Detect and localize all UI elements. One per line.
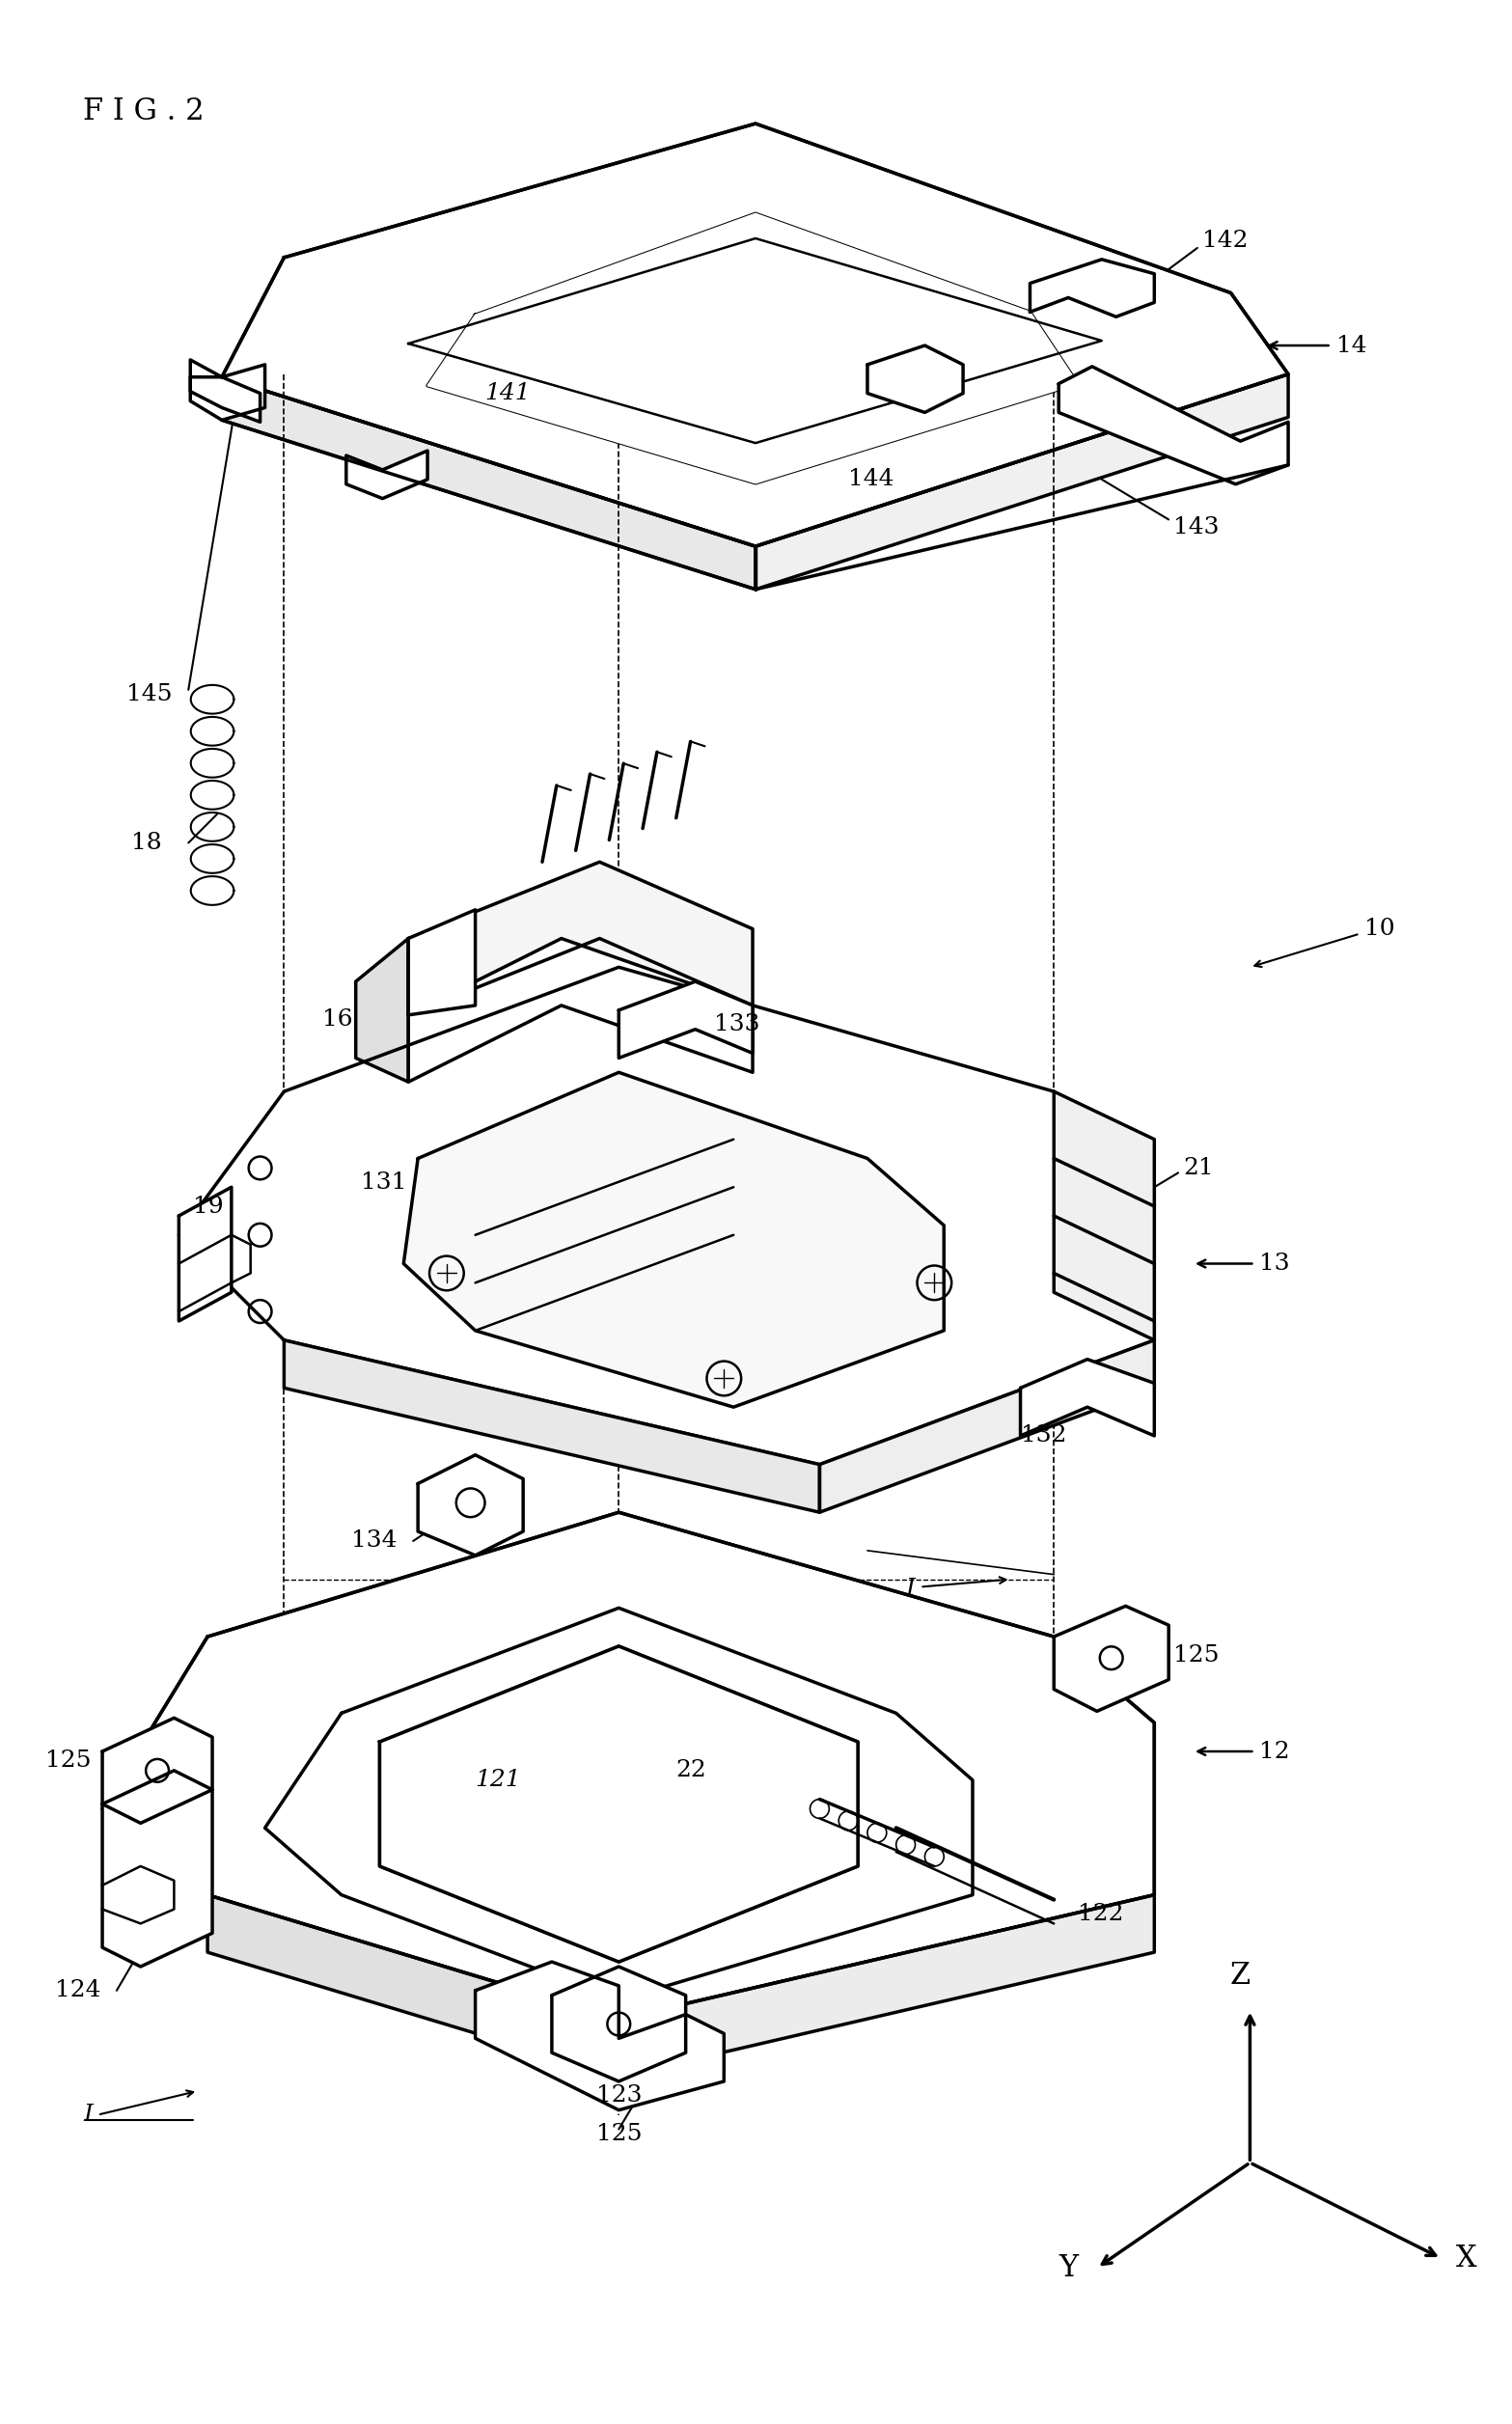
Polygon shape <box>1030 259 1154 318</box>
Polygon shape <box>820 1340 1154 1513</box>
Polygon shape <box>1058 366 1288 485</box>
Text: 125: 125 <box>596 2123 641 2145</box>
Text: 121: 121 <box>475 1770 522 1791</box>
Text: 133: 133 <box>714 1013 761 1035</box>
Text: 144: 144 <box>848 468 894 490</box>
Polygon shape <box>222 124 1288 545</box>
Polygon shape <box>408 863 753 1016</box>
Text: 13: 13 <box>1259 1253 1290 1275</box>
Polygon shape <box>207 1896 618 2077</box>
Polygon shape <box>1021 1360 1154 1435</box>
Polygon shape <box>346 451 428 499</box>
Text: 123: 123 <box>596 2085 641 2106</box>
Text: 145: 145 <box>125 684 172 705</box>
Polygon shape <box>428 213 1078 482</box>
Text: 143: 143 <box>1173 516 1219 538</box>
Text: 125: 125 <box>1173 1643 1219 1668</box>
Text: Z: Z <box>1231 1961 1250 1990</box>
Text: I: I <box>906 1578 915 1600</box>
Polygon shape <box>103 1513 1154 2019</box>
Text: 131: 131 <box>360 1171 407 1193</box>
Text: 10: 10 <box>1365 919 1396 941</box>
Polygon shape <box>1054 1091 1154 1340</box>
Polygon shape <box>408 909 475 1016</box>
Polygon shape <box>355 938 408 1081</box>
Polygon shape <box>475 1961 724 2109</box>
Polygon shape <box>380 1646 857 1961</box>
Polygon shape <box>191 378 260 422</box>
Polygon shape <box>178 967 1154 1464</box>
Text: 21: 21 <box>1182 1156 1214 1178</box>
Text: 132: 132 <box>1021 1425 1066 1447</box>
Polygon shape <box>380 1646 857 1961</box>
Text: 18: 18 <box>132 831 162 853</box>
Text: 12: 12 <box>1259 1740 1290 1762</box>
Text: 142: 142 <box>1202 230 1247 252</box>
Text: X: X <box>1456 2242 1476 2274</box>
Text: 141: 141 <box>485 383 531 405</box>
Polygon shape <box>103 1719 212 1823</box>
Polygon shape <box>868 347 963 412</box>
Polygon shape <box>552 1966 686 2082</box>
Text: 16: 16 <box>322 1008 352 1030</box>
Text: 19: 19 <box>194 1195 224 1217</box>
Text: F I G . 2: F I G . 2 <box>83 97 204 126</box>
Text: 134: 134 <box>351 1530 396 1551</box>
Text: 22: 22 <box>676 1760 706 1782</box>
Polygon shape <box>1054 1607 1169 1711</box>
Polygon shape <box>222 378 756 589</box>
Polygon shape <box>756 373 1288 589</box>
Polygon shape <box>408 938 753 1081</box>
Polygon shape <box>618 1896 1154 2077</box>
Polygon shape <box>284 1340 820 1513</box>
Polygon shape <box>191 359 265 419</box>
Polygon shape <box>404 1071 943 1406</box>
Polygon shape <box>417 1454 523 1556</box>
Text: Y: Y <box>1058 2252 1078 2283</box>
Text: 122: 122 <box>1078 1903 1123 1925</box>
Text: 14: 14 <box>1337 335 1367 356</box>
Text: I: I <box>83 2104 92 2126</box>
Text: 124: 124 <box>54 1980 100 2002</box>
Polygon shape <box>618 982 753 1057</box>
Polygon shape <box>103 1770 212 1966</box>
Text: 125: 125 <box>45 1750 91 1772</box>
Polygon shape <box>265 1607 972 2000</box>
Polygon shape <box>178 1188 231 1321</box>
